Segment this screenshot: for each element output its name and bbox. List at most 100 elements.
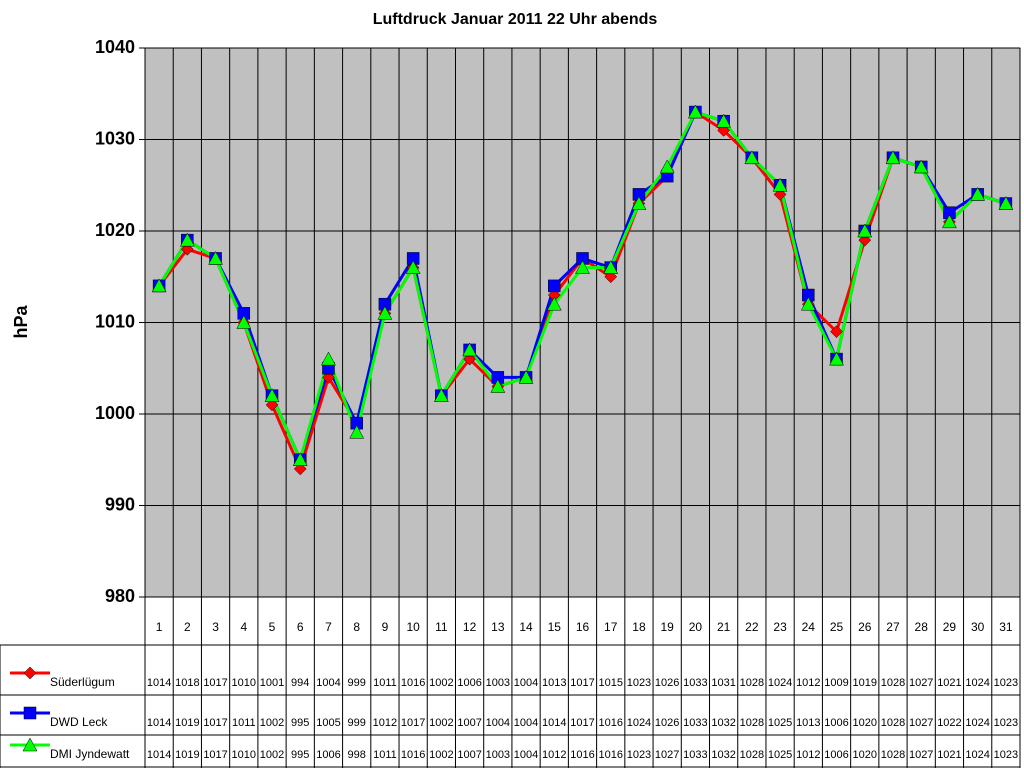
table-cell: 1002 (260, 717, 284, 729)
table-cell: 1028 (740, 677, 764, 689)
table-cell: 1012 (373, 717, 397, 729)
x-tick-label: 15 (548, 620, 562, 634)
point-marker (603, 260, 619, 274)
table-cell: 1025 (768, 717, 792, 729)
table-cell: 1026 (655, 677, 679, 689)
point-marker (433, 388, 449, 402)
table-cell: 1032 (711, 749, 735, 761)
x-tick-label: 26 (858, 620, 872, 634)
table-cell: 1024 (768, 677, 792, 689)
x-tick-label: 10 (406, 620, 420, 634)
table-cell: 1011 (232, 717, 256, 729)
table-cell: 999 (348, 677, 366, 689)
table-cell: 1017 (203, 749, 227, 761)
table-cell: 1005 (316, 717, 340, 729)
x-tick-label: 23 (773, 620, 787, 634)
point-marker (687, 104, 703, 119)
point-marker (518, 369, 534, 384)
table-cell: 1016 (598, 749, 622, 761)
table-cell: 1023 (994, 749, 1018, 761)
y-tick-label: 1010 (95, 311, 135, 331)
table-cell: 1024 (965, 717, 989, 729)
y-tick-label: 1000 (95, 403, 135, 423)
x-tick-label: 9 (382, 620, 389, 634)
table-cell: 1024 (627, 717, 651, 729)
point-marker (321, 351, 336, 366)
table-cell: 1015 (598, 677, 622, 689)
legend-label: Süderlügum (50, 675, 115, 689)
table-cell: 1023 (994, 677, 1018, 689)
table-cell: 1004 (316, 677, 340, 689)
table-cell: 1024 (965, 677, 989, 689)
legend-marker (23, 666, 37, 680)
table-cell: 1003 (486, 677, 510, 689)
x-tick-label: 3 (212, 620, 219, 634)
point-marker (942, 214, 957, 229)
table-cell: 1024 (965, 749, 989, 761)
point-marker (462, 342, 478, 357)
point-marker (264, 388, 280, 402)
table-cell: 1032 (711, 717, 735, 729)
table-cell: 995 (291, 717, 309, 729)
table-cell: 1007 (457, 717, 481, 729)
table-cell: 1001 (260, 677, 284, 689)
table-cell: 1009 (824, 677, 848, 689)
legend-marker (23, 706, 37, 720)
table-cell: 1019 (175, 749, 199, 761)
y-tick-label: 1040 (95, 37, 135, 57)
x-tick-label: 4 (240, 620, 247, 634)
x-tick-label: 12 (463, 620, 477, 634)
table-cell: 1006 (824, 717, 848, 729)
point-marker (772, 177, 788, 192)
table-cell: 1004 (514, 749, 538, 761)
x-tick-label: 18 (632, 620, 646, 634)
table-cell: 1016 (598, 717, 622, 729)
table-cell: 1010 (232, 677, 256, 689)
table-cell: 1002 (429, 749, 453, 761)
x-tick-label: 20 (689, 620, 703, 634)
table-cell: 1028 (881, 677, 905, 689)
table-cell: 1014 (542, 717, 566, 729)
table-cell: 1033 (683, 677, 707, 689)
table-cell: 1027 (909, 717, 933, 729)
table-cell: 1017 (570, 677, 594, 689)
table-cell: 1013 (542, 677, 566, 689)
table-cell: 1022 (937, 717, 961, 729)
point-marker (800, 296, 816, 311)
point-marker (744, 150, 760, 165)
table-cell: 1003 (486, 749, 510, 761)
table-cell: 1019 (175, 717, 199, 729)
table-cell: 1007 (457, 749, 481, 761)
x-tick-label: 11 (435, 620, 448, 634)
table-cell: 1006 (824, 749, 848, 761)
table-cell: 1028 (740, 717, 764, 729)
table-cell: 1011 (373, 677, 397, 689)
x-tick-label: 24 (802, 620, 816, 634)
table-cell: 1028 (740, 749, 764, 761)
table-cell: 1017 (401, 717, 425, 729)
table-cell: 1025 (768, 749, 792, 761)
point-marker (575, 260, 590, 274)
table-cell: 1016 (401, 677, 425, 689)
table-cell: 1002 (429, 677, 453, 689)
x-tick-label: 8 (353, 620, 360, 634)
x-tick-label: 27 (886, 620, 900, 634)
table-cell: 1020 (853, 749, 877, 761)
x-tick-label: 30 (971, 620, 985, 634)
table-cell: 1011 (373, 749, 397, 761)
table-cell: 1033 (683, 749, 707, 761)
x-tick-label: 1 (156, 620, 163, 634)
x-tick-label: 22 (745, 620, 759, 634)
y-tick-label: 1030 (95, 128, 135, 148)
point-marker (405, 260, 421, 274)
chart-title: Luftdruck Januar 2011 22 Uhr abends (373, 11, 658, 28)
table-cell: 1021 (937, 677, 961, 689)
table-cell: 1006 (457, 677, 481, 689)
table-cell: 1006 (316, 749, 340, 761)
x-tick-label: 17 (604, 620, 618, 634)
table-cell: 1012 (542, 749, 566, 761)
x-tick-label: 29 (943, 620, 957, 634)
x-tick-label: 13 (491, 620, 505, 634)
table-cell: 1031 (711, 677, 735, 689)
